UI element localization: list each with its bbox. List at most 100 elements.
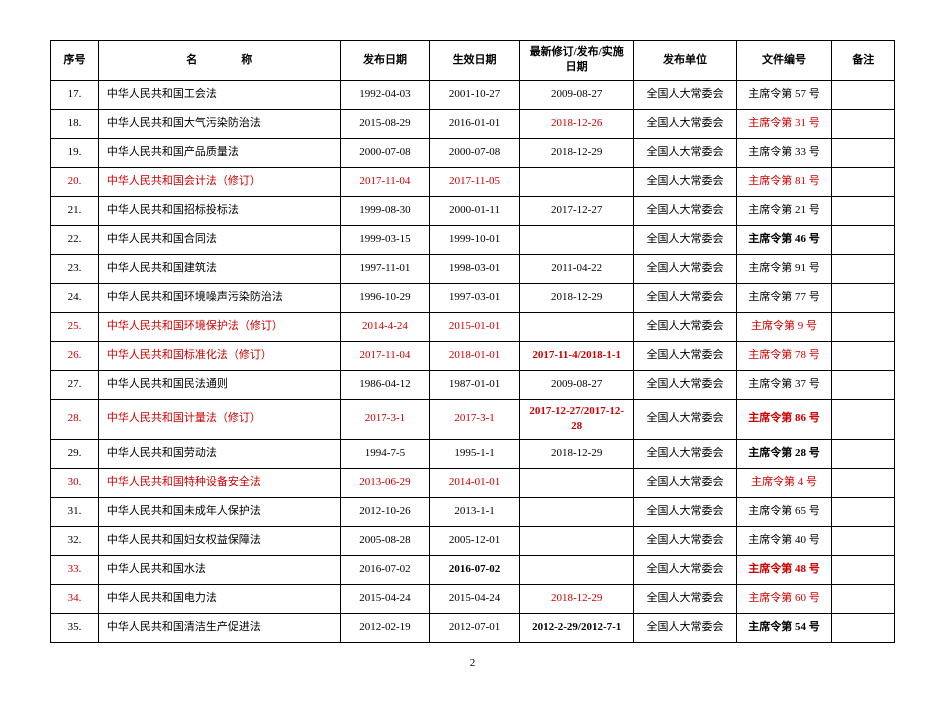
cell-org: 全国人大常委会 (634, 196, 736, 225)
cell-latest: 2017-11-4/2018-1-1 (519, 341, 634, 370)
cell-pub: 2017-11-04 (340, 167, 430, 196)
table-row: 19.中华人民共和国产品质量法2000-07-082000-07-082018-… (51, 138, 895, 167)
cell-docno: 主席令第 57 号 (736, 80, 832, 109)
cell-name: 中华人民共和国环境噪声污染防治法 (98, 283, 340, 312)
cell-pub: 1999-03-15 (340, 225, 430, 254)
cell-docno: 主席令第 9 号 (736, 312, 832, 341)
cell-org: 全国人大常委会 (634, 370, 736, 399)
cell-seq: 32. (51, 526, 99, 555)
cell-eff: 2015-04-24 (430, 584, 520, 613)
cell-pub: 1992-04-03 (340, 80, 430, 109)
col-note: 备注 (832, 41, 895, 81)
cell-latest: 2017-12-27/2017-12-28 (519, 399, 634, 439)
cell-note (832, 584, 895, 613)
cell-note (832, 109, 895, 138)
cell-latest: 2018-12-26 (519, 109, 634, 138)
cell-seq: 18. (51, 109, 99, 138)
cell-org: 全国人大常委会 (634, 526, 736, 555)
cell-pub: 2016-07-02 (340, 555, 430, 584)
cell-note (832, 312, 895, 341)
table-row: 31.中华人民共和国未成年人保护法2012-10-262013-1-1全国人大常… (51, 497, 895, 526)
table-row: 23.中华人民共和国建筑法1997-11-011998-03-012011-04… (51, 254, 895, 283)
cell-latest (519, 312, 634, 341)
cell-note (832, 254, 895, 283)
cell-org: 全国人大常委会 (634, 312, 736, 341)
cell-docno: 主席令第 60 号 (736, 584, 832, 613)
cell-eff: 2000-07-08 (430, 138, 520, 167)
cell-name: 中华人民共和国水法 (98, 555, 340, 584)
cell-latest: 2018-12-29 (519, 283, 634, 312)
cell-pub: 1999-08-30 (340, 196, 430, 225)
cell-pub: 2012-02-19 (340, 613, 430, 642)
col-name: 名 称 (98, 41, 340, 81)
cell-note (832, 196, 895, 225)
cell-note (832, 80, 895, 109)
table-row: 22.中华人民共和国合同法1999-03-151999-10-01全国人大常委会… (51, 225, 895, 254)
cell-eff: 2013-1-1 (430, 497, 520, 526)
table-row: 18.中华人民共和国大气污染防治法2015-08-292016-01-01201… (51, 109, 895, 138)
cell-eff: 2017-11-05 (430, 167, 520, 196)
table-row: 28.中华人民共和国计量法（修订）2017-3-12017-3-12017-12… (51, 399, 895, 439)
table-row: 21.中华人民共和国招标投标法1999-08-302000-01-112017-… (51, 196, 895, 225)
table-row: 25.中华人民共和国环境保护法（修订）2014-4-242015-01-01全国… (51, 312, 895, 341)
cell-eff: 1999-10-01 (430, 225, 520, 254)
cell-seq: 21. (51, 196, 99, 225)
cell-org: 全国人大常委会 (634, 138, 736, 167)
cell-eff: 2016-07-02 (430, 555, 520, 584)
law-table: 序号 名 称 发布日期 生效日期 最新修订/发布/实施日期 发布单位 文件编号 … (50, 40, 895, 643)
cell-name: 中华人民共和国工会法 (98, 80, 340, 109)
cell-org: 全国人大常委会 (634, 109, 736, 138)
cell-docno: 主席令第 48 号 (736, 555, 832, 584)
cell-latest: 2018-12-29 (519, 584, 634, 613)
cell-seq: 22. (51, 225, 99, 254)
cell-eff: 2016-01-01 (430, 109, 520, 138)
cell-latest (519, 167, 634, 196)
cell-pub: 2012-10-26 (340, 497, 430, 526)
cell-latest (519, 225, 634, 254)
cell-note (832, 497, 895, 526)
cell-docno: 主席令第 37 号 (736, 370, 832, 399)
cell-seq: 19. (51, 138, 99, 167)
cell-docno: 主席令第 28 号 (736, 439, 832, 468)
cell-note (832, 138, 895, 167)
cell-eff: 2000-01-11 (430, 196, 520, 225)
cell-docno: 主席令第 31 号 (736, 109, 832, 138)
cell-docno: 主席令第 65 号 (736, 497, 832, 526)
cell-docno: 主席令第 77 号 (736, 283, 832, 312)
cell-seq: 35. (51, 613, 99, 642)
cell-name: 中华人民共和国电力法 (98, 584, 340, 613)
cell-name: 中华人民共和国劳动法 (98, 439, 340, 468)
cell-name: 中华人民共和国特种设备安全法 (98, 468, 340, 497)
cell-latest (519, 555, 634, 584)
cell-docno: 主席令第 78 号 (736, 341, 832, 370)
cell-seq: 27. (51, 370, 99, 399)
table-row: 24.中华人民共和国环境噪声污染防治法1996-10-291997-03-012… (51, 283, 895, 312)
table-row: 27.中华人民共和国民法通则1986-04-121987-01-012009-0… (51, 370, 895, 399)
cell-note (832, 341, 895, 370)
cell-org: 全国人大常委会 (634, 80, 736, 109)
cell-seq: 28. (51, 399, 99, 439)
cell-docno: 主席令第 33 号 (736, 138, 832, 167)
col-pub: 发布日期 (340, 41, 430, 81)
cell-pub: 2017-3-1 (340, 399, 430, 439)
cell-docno: 主席令第 86 号 (736, 399, 832, 439)
cell-latest: 2017-12-27 (519, 196, 634, 225)
cell-name: 中华人民共和国建筑法 (98, 254, 340, 283)
cell-name: 中华人民共和国清洁生产促进法 (98, 613, 340, 642)
cell-org: 全国人大常委会 (634, 283, 736, 312)
cell-latest: 2012-2-29/2012-7-1 (519, 613, 634, 642)
cell-note (832, 370, 895, 399)
col-latest: 最新修订/发布/实施日期 (519, 41, 634, 81)
cell-latest: 2018-12-29 (519, 138, 634, 167)
cell-seq: 31. (51, 497, 99, 526)
page-number: 2 (50, 657, 895, 669)
cell-name: 中华人民共和国大气污染防治法 (98, 109, 340, 138)
cell-name: 中华人民共和国妇女权益保障法 (98, 526, 340, 555)
cell-latest (519, 526, 634, 555)
cell-org: 全国人大常委会 (634, 613, 736, 642)
cell-org: 全国人大常委会 (634, 399, 736, 439)
cell-docno: 主席令第 81 号 (736, 167, 832, 196)
table-row: 33.中华人民共和国水法2016-07-022016-07-02全国人大常委会主… (51, 555, 895, 584)
cell-pub: 2017-11-04 (340, 341, 430, 370)
cell-note (832, 468, 895, 497)
